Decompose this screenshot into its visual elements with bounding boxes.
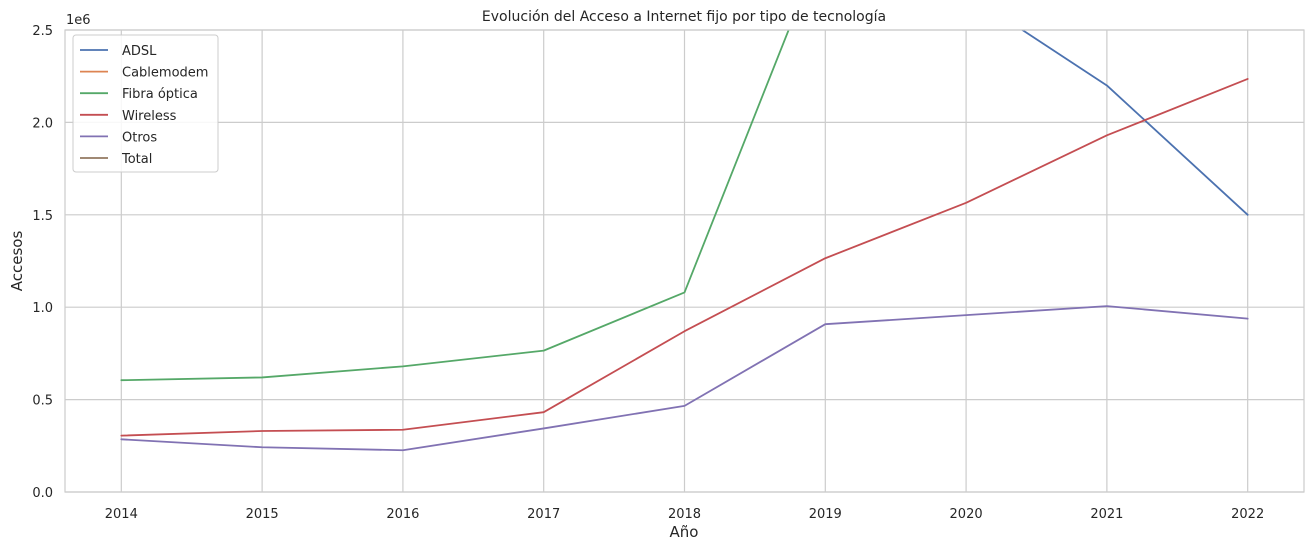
series-line-adsl xyxy=(1020,30,1249,216)
legend-label: Fibra óptica xyxy=(122,87,198,102)
legend-label: Otros xyxy=(122,130,157,145)
y-tick-label: 0.5 xyxy=(32,394,53,409)
legend-label: Total xyxy=(121,152,152,167)
series-line-fibra-ptica xyxy=(120,30,790,382)
x-tick-label: 2020 xyxy=(950,507,983,522)
x-axis-label: Año xyxy=(670,523,699,541)
x-tick-label: 2019 xyxy=(809,507,842,522)
plot-frame xyxy=(64,29,1305,493)
series-line-otros xyxy=(120,305,1249,452)
legend-label: ADSL xyxy=(122,44,157,59)
x-tick-label: 2022 xyxy=(1231,507,1264,522)
series-line-wireless xyxy=(120,78,1249,437)
y-tick-label: 2.0 xyxy=(32,116,53,131)
y-tick-label: 0.0 xyxy=(32,486,53,501)
legend-label: Wireless xyxy=(122,109,177,124)
x-tick-label: 2016 xyxy=(386,507,419,522)
x-tick-label: 2017 xyxy=(527,507,560,522)
chart-title: Evolución del Acceso a Internet fijo por… xyxy=(482,9,886,25)
y-axis-label: Accesos xyxy=(8,231,26,292)
x-tick-label: 2014 xyxy=(105,507,138,522)
x-tick-label: 2021 xyxy=(1090,507,1123,522)
y-tick-label: 2.5 xyxy=(32,24,53,39)
x-tick-label: 2015 xyxy=(246,507,279,522)
y-tick-label: 1.5 xyxy=(32,209,53,224)
y-axis-scale-label: 1e6 xyxy=(66,13,91,28)
legend-label: Cablemodem xyxy=(122,66,208,81)
y-tick-label: 1.0 xyxy=(32,301,53,316)
x-tick-label: 2018 xyxy=(668,507,701,522)
legend: ADSL Cablemodem Fibra óptica Wireless Otros T… xyxy=(72,34,219,173)
